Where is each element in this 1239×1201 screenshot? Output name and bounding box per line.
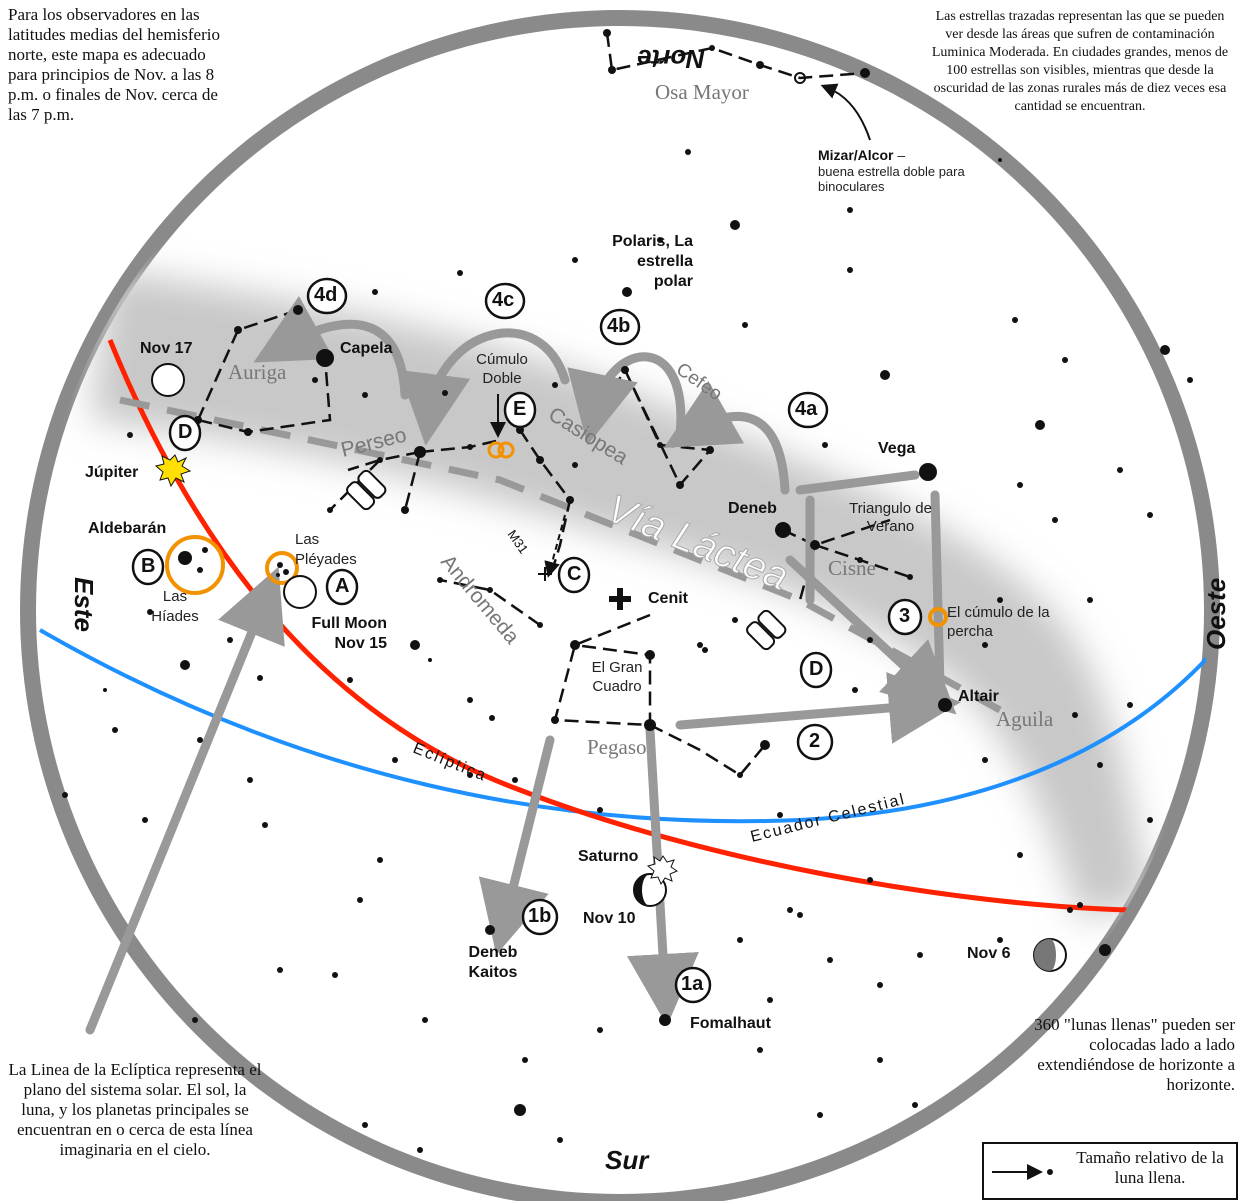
vega-label: Vega bbox=[878, 440, 916, 457]
polaris-label: Polaris, La estrella polar bbox=[612, 233, 693, 290]
celestial-equator-line bbox=[39, 618, 1208, 824]
deneb-label: Deneb bbox=[728, 500, 777, 517]
jupiter-icon bbox=[154, 454, 192, 488]
aldebaran-label: Aldebarán bbox=[88, 520, 167, 537]
binoculars-icon bbox=[746, 609, 787, 651]
moon-nov17-label: Nov 17 bbox=[140, 340, 193, 357]
marker-2: 2 bbox=[809, 730, 821, 752]
double-cluster-a bbox=[487, 441, 505, 459]
mizar-title: Mizar/Alcor bbox=[818, 147, 894, 163]
step-markers bbox=[131, 277, 923, 1004]
saturn-label: Saturno bbox=[578, 848, 639, 865]
moon-nov6-label: Nov 6 bbox=[967, 945, 1011, 962]
west-label: Oeste bbox=[1201, 578, 1231, 650]
moon-nov10-label: Nov 10 bbox=[583, 910, 636, 927]
moon-nov6 bbox=[1033, 938, 1067, 972]
zenith-icon bbox=[609, 588, 631, 610]
legend-label: Tamaño relativo de la luna llena. bbox=[1076, 1148, 1224, 1187]
aquila-label: Aguila bbox=[996, 707, 1054, 731]
marker-4b: 4b bbox=[607, 315, 631, 337]
mizar-dash: – bbox=[893, 147, 906, 163]
mizar-star bbox=[794, 72, 806, 84]
pleiades-cluster bbox=[265, 551, 299, 585]
marker-d-east: D bbox=[809, 658, 824, 680]
south-label: Sur bbox=[605, 1145, 649, 1175]
legend-moon-dot bbox=[1047, 1169, 1053, 1175]
hyades-label: Las Híades bbox=[151, 588, 199, 625]
double-cluster-b bbox=[497, 441, 515, 459]
pegasus-label: Pegaso bbox=[587, 735, 647, 759]
marker-4d: 4d bbox=[314, 284, 338, 306]
jupiter-label: Júpiter bbox=[85, 464, 139, 481]
coathanger-label: El cúmulo de la percha bbox=[947, 604, 1050, 640]
coathanger-cluster bbox=[928, 607, 948, 627]
moon-nov17 bbox=[151, 363, 185, 397]
full-moon-nov15 bbox=[283, 575, 317, 609]
ecliptic-line bbox=[107, 339, 1131, 913]
marker-c: C bbox=[567, 563, 582, 585]
hyades-cluster bbox=[165, 535, 225, 595]
north-label: Norte bbox=[637, 44, 705, 74]
binoculars-icon bbox=[346, 469, 387, 511]
moon-nov10 bbox=[633, 873, 667, 907]
pleiades-label: Las Pléyades bbox=[295, 531, 357, 568]
mizar-arrow bbox=[820, 83, 871, 141]
great-square-label: El Gran Cuadro bbox=[591, 659, 643, 695]
marker-b: B bbox=[141, 555, 156, 577]
light-pollution-note: Las estrellas trazadas representan las q… bbox=[931, 9, 1229, 114]
mizar-description: buena estrella doble para binoculares bbox=[818, 164, 965, 194]
saturn-icon bbox=[646, 855, 679, 886]
zenith-label: Cenit bbox=[648, 590, 688, 607]
east-label: Este bbox=[69, 577, 99, 632]
marker-4c: 4c bbox=[492, 289, 515, 311]
cygnus-label: Cisne bbox=[828, 556, 876, 580]
stars bbox=[62, 29, 1193, 1153]
full-moon-label: Full Moon Nov 15 bbox=[311, 615, 387, 652]
auriga-label: Auriga bbox=[228, 360, 287, 384]
observer-note: Para los observadores en las latitudes m… bbox=[8, 5, 220, 124]
marker-4a: 4a bbox=[795, 398, 818, 420]
marker-1b: 1b bbox=[528, 905, 552, 927]
m31-plus-icon bbox=[538, 567, 552, 581]
ursa-major-label: Osa Mayor bbox=[655, 80, 749, 104]
marker-d-west: D bbox=[178, 421, 193, 443]
pointer-arrows bbox=[85, 296, 961, 1035]
double-cluster-label: Cúmulo Doble bbox=[476, 351, 528, 387]
mizar-annotation: Mizar/Alcor – buena estrella doble para … bbox=[818, 145, 988, 194]
altair-label: Altair bbox=[958, 688, 999, 705]
full-moon-size-note: 360 "lunas llenas" pueden ser colocadas … bbox=[1034, 1015, 1235, 1094]
marker-e: E bbox=[513, 398, 527, 420]
summer-triangle-label: Triangulo de Verano bbox=[849, 500, 932, 535]
marker-1a: 1a bbox=[681, 973, 704, 995]
milky-way bbox=[90, 270, 1150, 920]
capella-label: Capela bbox=[340, 340, 393, 357]
fomalhaut-label: Fomalhaut bbox=[690, 1015, 771, 1032]
marker-3: 3 bbox=[899, 605, 911, 627]
deneb-kaitos-label: Deneb Kaitos bbox=[468, 944, 518, 981]
ecliptic-note: La Linea de la Eclíptica representa el p… bbox=[8, 1060, 262, 1159]
marker-a: A bbox=[335, 575, 350, 597]
